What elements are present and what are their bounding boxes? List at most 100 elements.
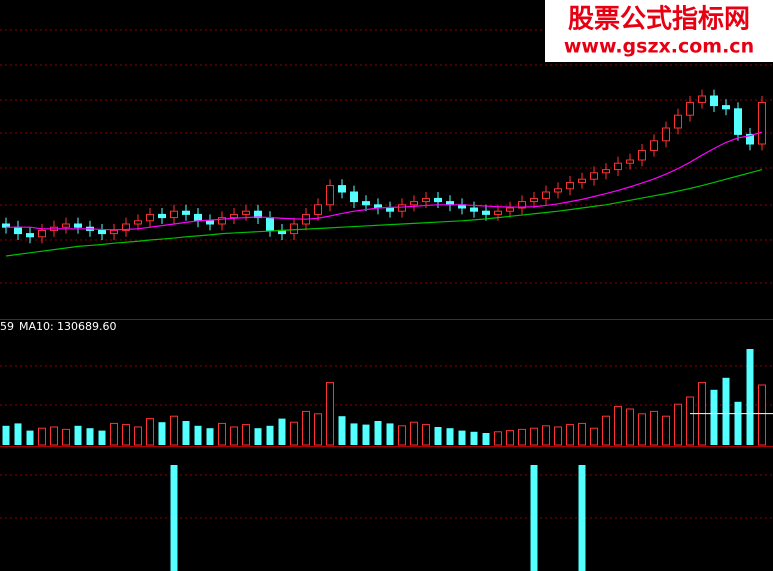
bar <box>62 428 70 446</box>
candle-body <box>554 188 562 193</box>
candle-body <box>758 101 766 145</box>
candle-body <box>434 197 442 203</box>
candle-body <box>626 159 634 164</box>
bar <box>446 428 454 445</box>
bar <box>278 418 286 445</box>
candle-body <box>122 223 130 231</box>
bar <box>230 426 238 446</box>
bar <box>290 421 298 446</box>
bar <box>26 430 34 445</box>
candle-body <box>710 95 718 107</box>
bar <box>746 349 754 445</box>
bar <box>470 431 478 445</box>
bar <box>86 428 94 445</box>
candle-body <box>422 197 430 203</box>
bar <box>266 425 274 445</box>
bar <box>170 465 178 571</box>
candle-body <box>194 213 202 222</box>
bar <box>506 430 514 446</box>
watermark-title: 股票公式指标网 <box>568 5 750 35</box>
watermark-box <box>545 0 773 62</box>
bar <box>422 424 430 446</box>
bar <box>530 427 538 446</box>
price-grid <box>0 29 773 284</box>
bar <box>686 396 694 446</box>
bar <box>122 424 130 446</box>
candle-body <box>398 204 406 212</box>
bar <box>206 428 214 445</box>
bar <box>734 401 742 445</box>
candle-body <box>146 213 154 222</box>
candle-body <box>254 210 262 219</box>
watermark-url: www.gszx.com.cn <box>564 36 754 58</box>
bar <box>134 426 142 446</box>
volume-legend-prefix: 59 <box>0 320 14 333</box>
bar <box>170 415 178 446</box>
bar <box>566 424 574 446</box>
candle-body <box>182 210 190 215</box>
candle-body <box>290 223 298 235</box>
bar <box>602 415 610 446</box>
marks <box>2 89 773 571</box>
moving-average <box>6 131 763 231</box>
signal-grid <box>0 474 773 519</box>
moving-average <box>5 169 763 257</box>
candle-body <box>74 223 82 228</box>
candle-body <box>590 172 598 180</box>
bar <box>578 422 586 446</box>
bar <box>194 425 202 445</box>
candle-body <box>698 95 706 103</box>
candle-body <box>170 210 178 219</box>
bar <box>638 413 646 446</box>
candle-body <box>230 213 238 219</box>
bar <box>758 384 766 446</box>
bar <box>14 423 22 445</box>
bar <box>458 430 466 445</box>
bar <box>398 425 406 446</box>
candle-body <box>578 178 586 183</box>
candle-body <box>266 217 274 231</box>
bar <box>254 428 262 445</box>
bar <box>74 425 82 445</box>
volume-grid <box>0 365 773 406</box>
candle-body <box>158 213 166 219</box>
bar <box>674 403 682 446</box>
candle-body <box>566 181 574 190</box>
volume-legend-value: 130689.60 <box>57 320 117 333</box>
bar <box>542 425 550 446</box>
candle-body <box>722 105 730 110</box>
candle-body <box>746 133 754 145</box>
candle-body <box>674 114 682 129</box>
bar <box>314 413 322 446</box>
candle-body <box>530 197 538 203</box>
bar <box>578 465 586 571</box>
candle-body <box>470 207 478 212</box>
candle-body <box>242 210 250 215</box>
bar <box>518 428 526 446</box>
candle-body <box>734 108 742 135</box>
bar <box>590 427 598 446</box>
candle-body <box>602 169 610 174</box>
candle-body <box>218 217 226 225</box>
candle-body <box>614 162 622 171</box>
bar <box>242 424 250 446</box>
candle-body <box>98 229 106 235</box>
bar <box>182 421 190 445</box>
candle-body <box>518 201 526 209</box>
bar <box>710 389 718 445</box>
bar <box>374 421 382 445</box>
bar <box>722 377 730 445</box>
candle-body <box>350 191 358 203</box>
candle-body <box>482 210 490 215</box>
candle-body <box>134 220 142 225</box>
bar <box>362 424 370 445</box>
candle-body <box>410 201 418 206</box>
bar <box>2 425 10 445</box>
bar <box>482 433 490 445</box>
bar <box>302 410 310 446</box>
candle-body <box>206 220 214 225</box>
bar <box>650 410 658 446</box>
